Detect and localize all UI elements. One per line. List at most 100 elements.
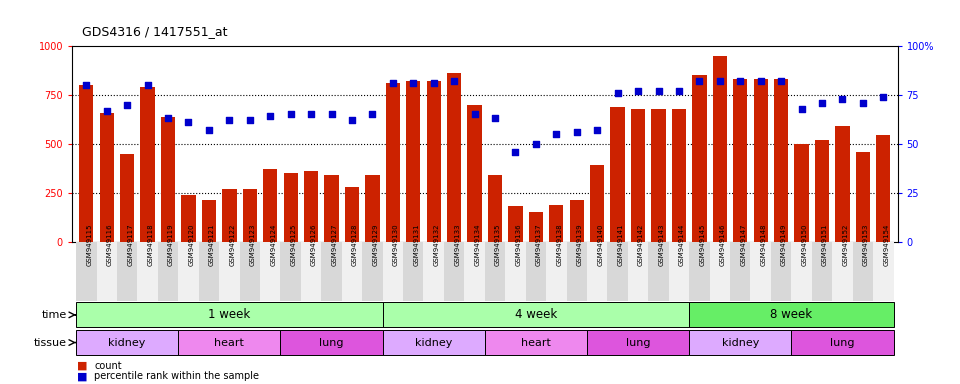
Text: kidney: kidney [722,338,759,348]
Point [671,88,686,94]
Text: GSM949154: GSM949154 [883,223,889,266]
Text: tissue: tissue [35,338,67,348]
Bar [222,189,236,242]
Bar [689,330,791,355]
Bar [117,242,137,301]
Bar [362,242,383,301]
Bar [791,330,894,355]
Text: GSM949130: GSM949130 [393,223,398,266]
Bar [76,330,179,355]
Bar [692,75,707,242]
Point [140,82,156,88]
Bar [631,109,645,242]
Point [712,78,728,84]
Bar [283,173,298,242]
Text: GSM949119: GSM949119 [168,223,174,266]
Bar [199,242,219,301]
Bar [505,242,526,301]
Text: GSM949117: GSM949117 [127,223,133,266]
Bar [873,242,894,301]
Text: heart: heart [521,338,551,348]
Bar [465,242,485,301]
Point [855,100,871,106]
Bar [304,171,319,242]
Text: GSM949131: GSM949131 [413,223,420,266]
Bar [386,83,400,242]
Text: 4 week: 4 week [515,308,557,321]
Bar [365,175,379,242]
Text: time: time [42,310,67,320]
Bar [181,195,196,242]
Bar [468,105,482,242]
Bar [751,242,771,301]
Text: GSM949151: GSM949151 [822,223,828,266]
Text: GSM949140: GSM949140 [597,223,603,266]
Point [528,141,543,147]
Bar [608,242,628,301]
Text: lung: lung [830,338,854,348]
Point [202,127,217,133]
Bar [529,212,543,242]
Bar [179,242,199,301]
Bar [179,330,280,355]
Text: GSM949153: GSM949153 [863,223,869,266]
Text: GDS4316 / 1417551_at: GDS4316 / 1417551_at [82,25,228,38]
Text: GSM949149: GSM949149 [781,223,787,266]
Point [385,80,400,86]
Text: GSM949127: GSM949127 [331,223,338,266]
Bar [161,118,175,242]
Point [774,78,789,84]
Bar [447,73,462,242]
Point [446,78,462,84]
Bar [324,175,339,242]
Bar [140,87,155,242]
Text: GSM949144: GSM949144 [679,223,684,266]
Bar [771,242,791,301]
Bar [672,109,686,242]
Point [303,111,319,118]
Bar [219,242,240,301]
Bar [566,242,587,301]
Bar [120,154,134,242]
Point [79,82,94,88]
Bar [488,175,502,242]
Bar [79,85,93,242]
Point [692,78,708,84]
Bar [852,242,873,301]
Point [405,80,420,86]
Bar [240,242,260,301]
Point [488,115,503,121]
Point [99,108,114,114]
Bar [812,242,832,301]
Text: GSM949147: GSM949147 [740,223,746,266]
Bar [426,81,441,242]
Bar [345,187,359,242]
Bar [587,330,689,355]
Bar [669,242,689,301]
Bar [526,242,546,301]
Text: heart: heart [214,338,244,348]
Point [180,119,196,126]
Point [631,88,646,94]
Text: GSM949116: GSM949116 [107,223,112,266]
Text: GSM949145: GSM949145 [700,223,706,266]
Point [119,102,134,108]
Point [589,127,605,133]
Text: GSM949122: GSM949122 [229,223,235,266]
Bar [100,113,114,242]
Bar [546,242,566,301]
Text: GSM949139: GSM949139 [577,223,583,266]
Text: count: count [94,361,122,371]
Bar [157,242,179,301]
Bar [97,242,117,301]
Text: lung: lung [320,338,344,348]
Text: kidney: kidney [108,338,146,348]
Bar [485,330,587,355]
Text: GSM949133: GSM949133 [454,223,460,266]
Bar [876,135,891,242]
Text: kidney: kidney [415,338,452,348]
Bar [569,200,584,242]
Bar [280,242,300,301]
Point [835,96,851,102]
Point [365,111,380,118]
